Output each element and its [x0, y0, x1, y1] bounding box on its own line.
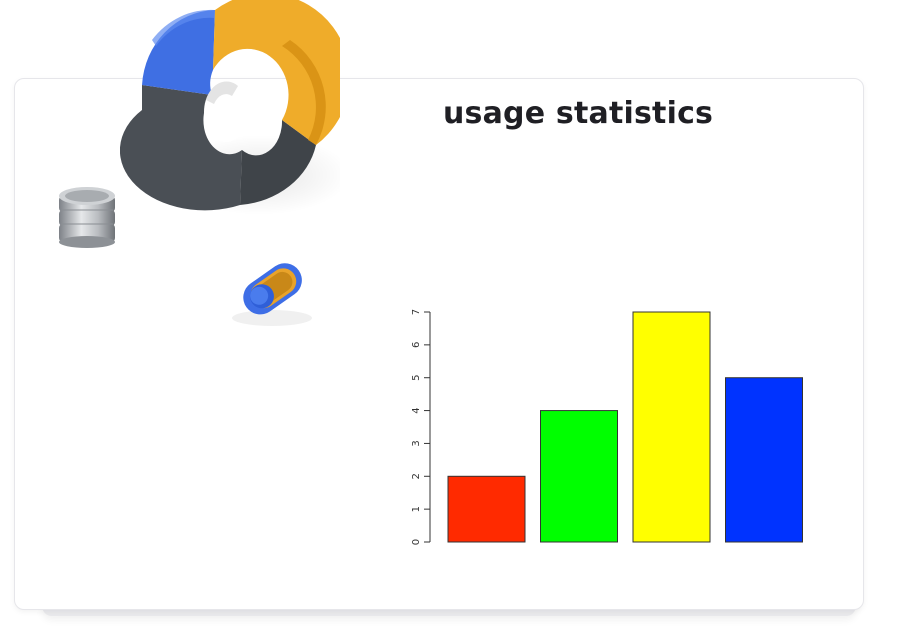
bar	[447, 475, 526, 543]
coin-stack-icon	[59, 187, 115, 248]
y-tick-label: 7	[411, 309, 422, 315]
y-tick-label: 3	[411, 440, 422, 446]
toggle-switch-icon	[232, 263, 312, 326]
bar	[725, 377, 803, 543]
y-tick-label: 1	[411, 506, 422, 512]
y-tick-label: 6	[411, 342, 422, 348]
y-tick-label: 2	[411, 473, 422, 479]
y-tick-label: 0	[411, 539, 422, 545]
bar	[632, 311, 711, 543]
bar	[540, 410, 618, 543]
y-tick-label: 5	[411, 375, 422, 381]
bar-chart: 0 1 2 3 4 5 6 7	[411, 309, 803, 545]
y-tick-label: 4	[411, 407, 422, 413]
page-title: usage statistics	[443, 96, 714, 131]
donut-chart-3d-icon	[120, 0, 340, 215]
